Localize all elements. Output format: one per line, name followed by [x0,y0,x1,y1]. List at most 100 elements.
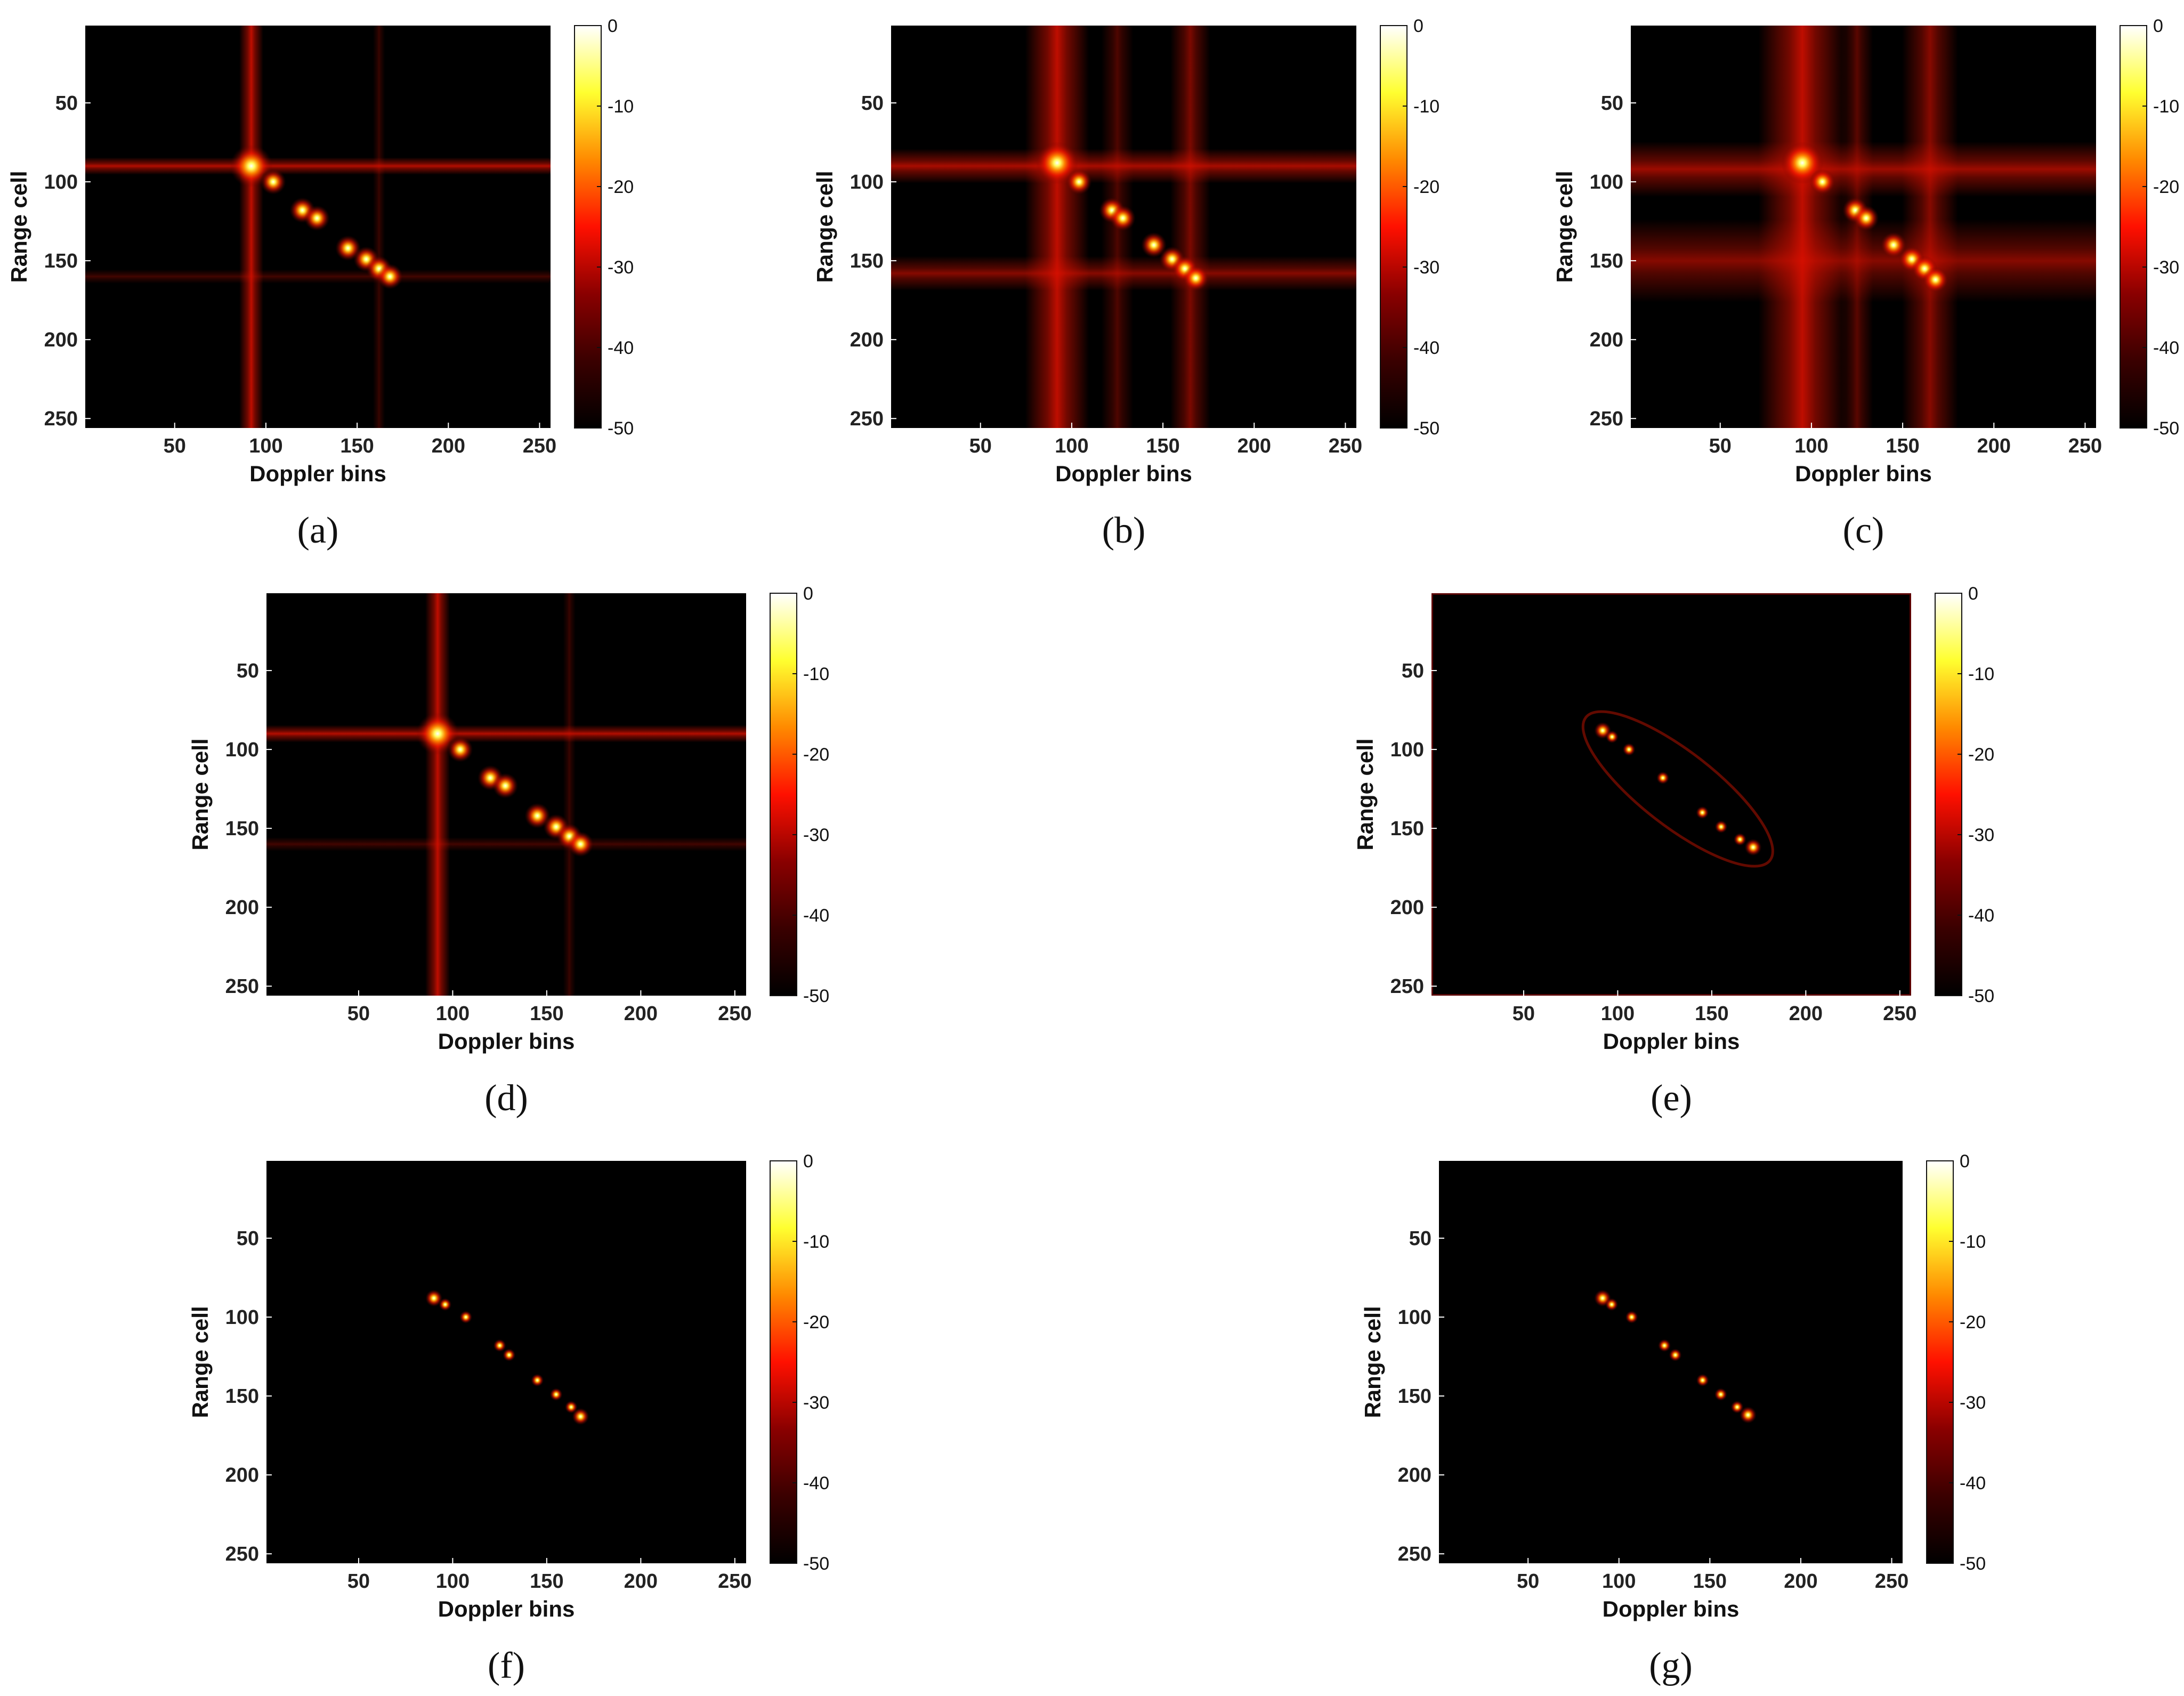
y-tick-label: 200 [225,1464,259,1487]
colorbar-tick-label: -30 [803,825,829,845]
y-tick-label: 100 [1590,171,1623,193]
x-tick-label: 200 [1784,1570,1817,1593]
x-axis-label: Doppler bins [438,1029,575,1054]
y-tick-label: 250 [1590,408,1623,430]
panel-d: 50 100 150 200 250 50 100 150 200 250 Doppler bins… [188,584,829,1119]
y-axis-label: Range cell [812,171,837,282]
colorbar-tick-label: -50 [803,1554,829,1574]
y-tick-label: 250 [1398,1543,1431,1565]
x-tick-label: 100 [436,1570,470,1593]
scatterer-peak [459,1311,473,1324]
y-tick-label: 200 [1398,1464,1431,1487]
scatterer-peak [1183,265,1209,291]
y-tick-label: 100 [44,171,78,193]
panel-label: (c) [1843,510,1884,551]
colorbar-tick-label: -30 [803,1393,829,1413]
x-tick-label: 100 [436,1003,470,1025]
y-tick-label: 150 [225,818,259,840]
x-tick-label: 50 [1517,1570,1539,1593]
scatterer-peak [1036,141,1079,184]
heatmap-content [891,26,1356,428]
vertical-sidelobe [373,26,385,428]
x-tick-label: 100 [249,435,282,457]
colorbar-tick-label: -30 [608,257,634,278]
y-tick-label: 250 [225,975,259,998]
x-tick-label: 200 [432,435,465,457]
panel-e: 50 100 150 200 250 50 100 150 200 250 Doppler bins… [1353,584,1994,1119]
scatterer-peak [1730,1400,1744,1414]
colorbar-tick-label: -40 [1968,906,1994,926]
heatmap-content [425,1289,589,1425]
y-tick-label: 100 [1398,1306,1431,1329]
y-tick-label: 150 [850,250,884,272]
vertical-sidelobe [239,26,264,428]
x-tick-label: 150 [530,1003,563,1025]
panel-a: 50 100 150 200 250 50 100 150 200 250 Doppler bins… [6,16,634,551]
vertical-sidelobe [1170,26,1210,428]
y-axis-label: Range cell [1360,1306,1385,1418]
scatterer-peak [572,1408,589,1425]
scatterer-peak [1140,232,1167,258]
colorbar [2120,25,2147,429]
colorbar-tick-label: -50 [803,986,829,1006]
x-tick-label: 250 [718,1003,751,1025]
y-tick-label: 50 [237,660,259,682]
scatterer-peak [1658,1339,1671,1352]
panel-f: 50 100 150 200 250 50 100 150 200 250 Doppler bins… [188,1151,829,1686]
colorbar [574,25,602,429]
x-tick-label: 150 [1693,1570,1727,1593]
x-tick-label: 50 [969,435,992,457]
y-tick-label: 50 [1409,1227,1431,1250]
horizontal-sidelobe [85,157,551,175]
colorbar-tick-label: 0 [2153,16,2163,36]
heatmap-content [1594,1289,1757,1424]
x-tick-label: 50 [347,1570,370,1593]
colorbar-tick-label: -20 [608,177,634,197]
horizontal-sidelobe [891,149,1356,183]
heatmap-content [1431,593,1911,996]
x-tick-label: 150 [1695,1003,1728,1025]
ring-artifact [1581,710,1774,868]
vertical-sidelobe [563,593,576,996]
x-tick-label: 200 [1977,435,2011,457]
scatterer-peak [1696,1374,1709,1387]
scatterer-peak [1110,205,1136,231]
colorbar-tick-label: -10 [803,664,829,684]
colorbar-tick-label: -40 [608,338,634,358]
y-tick-label: 250 [850,408,884,430]
heatmap-content [1631,26,2096,428]
y-tick-label: 100 [225,1306,259,1329]
scatterer-peak [1922,266,1948,293]
colorbar-tick-label: -50 [608,418,634,439]
x-tick-label: 150 [1886,435,1919,457]
heatmap-content [85,26,551,428]
y-tick-label: 150 [44,250,78,272]
plot-area [1439,1161,1903,1563]
y-tick-label: 150 [1590,250,1623,272]
y-tick-label: 50 [237,1227,259,1250]
scatterer-peak [425,1289,443,1307]
y-tick-label: 100 [1390,739,1424,761]
colorbar-tick-label: 0 [803,1151,813,1172]
scatterer-peak [1605,730,1619,744]
y-tick-label: 250 [44,408,78,430]
colorbar-tick-label: -50 [1960,1554,1986,1574]
y-tick-label: 150 [225,1385,259,1408]
scatterer-peak [549,1388,563,1401]
x-tick-label: 100 [1602,1570,1636,1593]
horizontal-sidelobe [85,269,551,284]
x-tick-label: 200 [1789,1003,1823,1025]
x-tick-label: 50 [347,1003,370,1025]
colorbar-tick-label: -50 [1413,418,1439,439]
scatterer-peak [1714,1388,1727,1401]
y-tick-label: 200 [850,329,884,351]
colorbar-tick-label: -20 [803,1312,829,1332]
y-tick-label: 250 [1390,975,1424,998]
scatterer-peak [531,1374,544,1387]
y-tick-label: 200 [225,897,259,919]
colorbar-tick-label: -20 [2153,177,2179,197]
horizontal-sidelobe [266,837,746,851]
x-axis-label: Doppler bins [1603,1596,1740,1621]
x-tick-label: 250 [718,1570,751,1593]
x-tick-label: 150 [1146,435,1179,457]
